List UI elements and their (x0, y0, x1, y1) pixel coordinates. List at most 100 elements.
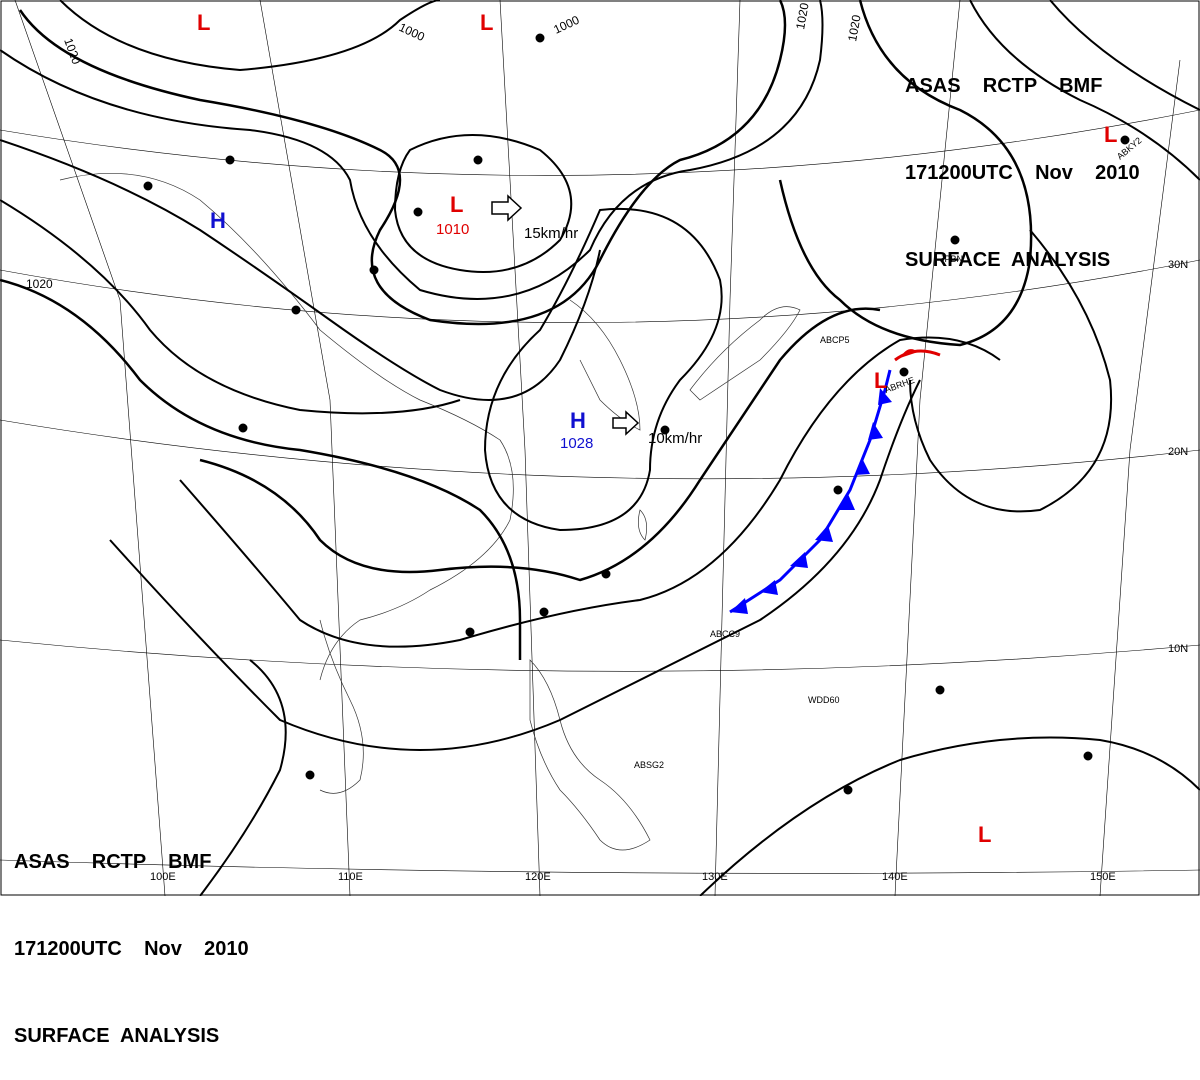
lon-labels: 100E 110E 120E 130E 140E 150E (150, 871, 1116, 883)
map-frame (0, 0, 1200, 896)
station-code: ABSG2 (634, 760, 664, 770)
station-marker (843, 785, 853, 795)
isobar (199, 659, 287, 896)
motion-speed-label: 15km/hr (524, 225, 578, 242)
title-line-2: 171200UTC Nov 2010 (14, 938, 249, 960)
high-center-pressure: 1028 (560, 435, 593, 452)
isobar (909, 229, 1113, 513)
lat-label-10n: 10N (1168, 643, 1188, 655)
parallel-0 (0, 859, 1200, 874)
motion-arrows (491, 194, 640, 436)
philippines (529, 659, 651, 851)
low-center-label: L (978, 822, 991, 847)
lon-label-150e: 150E (1090, 871, 1116, 883)
isobar (109, 379, 921, 751)
station-code: ABCC9 (710, 629, 740, 639)
meridian-150e (1099, 59, 1181, 896)
lat-label-30n: 30N (1168, 259, 1188, 271)
station-marker (601, 569, 611, 579)
station-marker (950, 235, 960, 245)
lon-label-140e: 140E (882, 871, 908, 883)
station-marker (465, 627, 475, 637)
isobar (699, 736, 1200, 896)
lon-label-130e: 130E (702, 871, 728, 883)
title-line-3: SURFACE ANALYSIS (905, 249, 1111, 271)
isobar-1010 (393, 134, 573, 273)
isobar (199, 307, 881, 582)
isobar (18, 0, 787, 326)
motion-arrow-low (491, 194, 523, 222)
lon-label-100e: 100E (150, 871, 176, 883)
motion-arrow-high (612, 410, 640, 436)
station-code: ABCP5 (820, 335, 850, 345)
isobar (778, 0, 1033, 347)
low-center-pressure: 1010 (436, 221, 469, 238)
station-marker (291, 305, 301, 315)
high-center-label: H (210, 208, 226, 233)
title-line-1: ASAS RCTP BMF (905, 75, 1103, 97)
station-marker (369, 265, 379, 275)
isobar-labels: 1020 1000 1000 1020 1020 1020 (26, 1, 864, 291)
isobar (0, 139, 601, 401)
isobars (0, 0, 1200, 896)
parallel-40n (0, 109, 1200, 176)
station-marker (935, 685, 945, 695)
title-line-1: ASAS RCTP BMF (14, 851, 212, 873)
front-triangle (815, 525, 833, 542)
isobar-value-label: 1000 (397, 20, 427, 44)
station-code: WDD60 (808, 695, 840, 705)
station-marker (238, 423, 248, 433)
taiwan-island (638, 509, 647, 541)
station-marker (535, 33, 545, 43)
station-marker (833, 485, 843, 495)
isobar (179, 336, 1001, 648)
low-center-label: L (450, 192, 463, 217)
station-marker (1120, 135, 1130, 145)
motion-speed-label: 10km/hr (648, 430, 702, 447)
parallel-10n (0, 639, 1200, 672)
weather-map: L L L 1010 H H 1028 L L L 15km/hr 10km/h… (0, 0, 1200, 896)
station-marker (473, 155, 483, 165)
meridian-110e (259, 0, 351, 896)
japan-coast (689, 306, 801, 401)
chart-title-top: ASAS RCTP BMF 171200UTC Nov 2010 SURFACE… (905, 14, 1140, 304)
chart-title-bottom: ASAS RCTP BMF 171200UTC Nov 2010 SURFACE… (14, 790, 249, 1080)
station-marker (413, 207, 423, 217)
station-marker (539, 607, 549, 617)
pressure-systems: L L L 1010 H H 1028 L L L (197, 10, 1117, 847)
graticule (0, 0, 1200, 896)
china-coast (59, 173, 514, 681)
station-plots (143, 33, 1130, 795)
lon-label-120e: 120E (525, 871, 551, 883)
motion-labels: 15km/hr 10km/hr (524, 225, 702, 447)
meridian-140e (894, 0, 961, 896)
meridian-120e (499, 0, 541, 896)
lat-label-20n: 20N (1168, 446, 1188, 458)
lon-label-110e: 110E (338, 871, 363, 883)
meridian-100e (14, 0, 166, 896)
parallel-20n (0, 419, 1200, 480)
title-line-2: 171200UTC Nov 2010 (905, 162, 1140, 184)
isobar-value-label: 1020 (793, 1, 811, 30)
isobar (1049, 0, 1200, 111)
vietnam-coast (319, 619, 364, 794)
front-triangle (838, 494, 855, 510)
title-line-3: SURFACE ANALYSIS (14, 1025, 220, 1047)
low-center-label: L (480, 10, 493, 35)
station-marker (660, 425, 670, 435)
station-marker (1083, 751, 1093, 761)
isobar-1020 (0, 278, 522, 660)
warm-front-bump (900, 349, 918, 358)
meridian-130e (714, 0, 741, 896)
low-center-label: L (874, 368, 887, 393)
front-triangle (730, 598, 748, 614)
korea-peninsula (569, 299, 641, 431)
isobar (0, 199, 461, 415)
isobar-1028 (483, 207, 723, 532)
front-triangle (868, 422, 883, 440)
front-triangle (855, 458, 870, 475)
cold-front-line (729, 369, 892, 614)
low-center-label: L (1104, 122, 1117, 147)
high-center-label: H (570, 408, 586, 433)
isobar (969, 0, 1200, 181)
